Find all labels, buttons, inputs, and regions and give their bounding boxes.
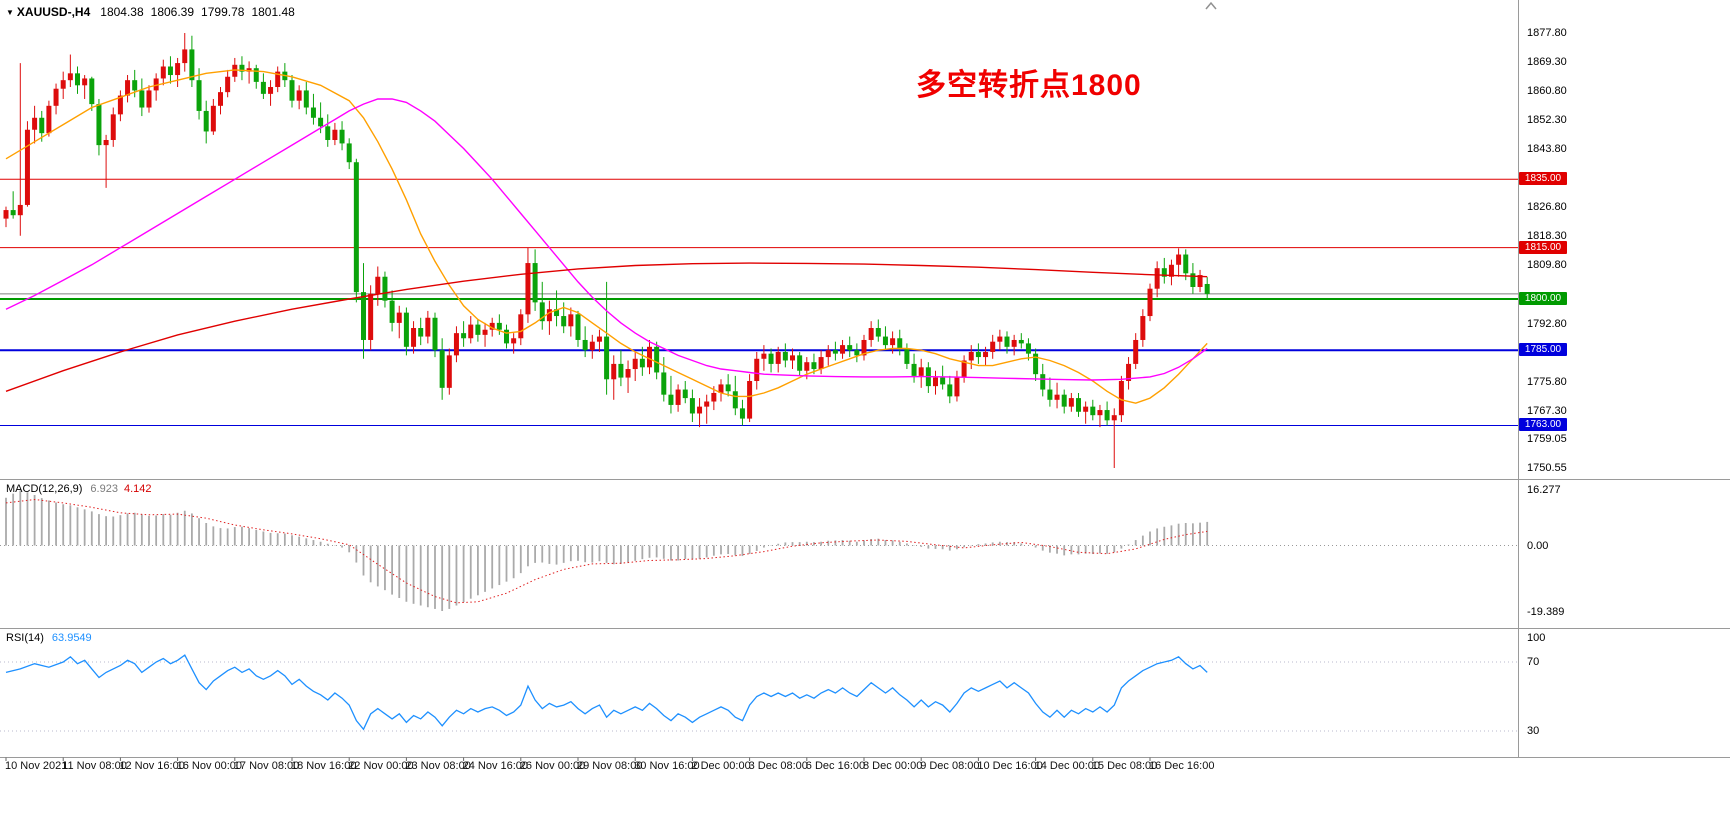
- symbol-timeframe-label: XAUUSD-,H4: [16, 5, 91, 19]
- price-tick-label: 1877.80: [1527, 27, 1567, 39]
- time-tick-label: 22 Nov 00:00: [348, 760, 414, 772]
- price-tick-label: 1759.05: [1527, 432, 1567, 445]
- hline-price-badge: 1763.00: [1519, 418, 1567, 432]
- price-tick-label: 1809.80: [1527, 259, 1567, 272]
- time-tick-label: 8 Dec 00:00: [863, 760, 923, 772]
- rsi-scale-30: 30: [1527, 725, 1540, 737]
- time-tick-label: 14 Dec 00:00: [1034, 760, 1101, 772]
- horizontal-lines-layer: [0, 178, 1518, 426]
- annotation-text: 多空转折点1800: [916, 69, 1142, 102]
- chart-title: ▼ XAUUSD-,H4 1804.38 1806.39 1799.78 1801.48: [6, 5, 302, 19]
- price-tick-label: 1775.80: [1527, 375, 1567, 388]
- time-axis[interactable]: 10 Nov 2021 11 Nov 08:00 12 Nov 16:00 16 No…: [0, 760, 1730, 778]
- time-tick-label: 10 Dec 16:00: [977, 760, 1043, 772]
- time-tick-label: 18 Nov 16:00: [291, 760, 357, 772]
- price-tick-label: 1792.80: [1527, 317, 1567, 330]
- panel-separators: [0, 0, 1730, 758]
- candles-layer: [3, 33, 1210, 468]
- hline-price-badge: 1815.00: [1519, 240, 1567, 254]
- price-tick-label: 1843.80: [1527, 143, 1567, 156]
- price-tick-label: 1826.80: [1527, 201, 1567, 214]
- price-tick-label: 1750.55: [1527, 462, 1567, 474]
- time-ticks: [5, 757, 1151, 761]
- macd-layer: [0, 490, 1518, 611]
- rsi-line: [5, 654, 1208, 731]
- chart-shift-icon[interactable]: [1205, 1, 1217, 10]
- slow-ma-line: [5, 262, 1208, 392]
- time-tick-label: 17 Nov 08:00: [233, 760, 300, 772]
- time-tick-label: 12 Nov 16:00: [119, 760, 185, 772]
- macd-signal-value: 4.142: [123, 483, 152, 495]
- time-tick-label: 10 Nov 2021: [5, 760, 68, 772]
- time-tick-label: 29 Nov 08:00: [577, 760, 643, 772]
- rsi-header: RSI(14) 63.9549: [6, 632, 92, 644]
- macd-header: MACD(12,26,9) 6.923 4.142: [6, 483, 151, 495]
- time-tick-label: 9 Dec 08:00: [920, 760, 980, 772]
- symbol-marker-icon[interactable]: ▼: [6, 8, 14, 18]
- time-tick-label: 30 Nov 16:00: [634, 760, 700, 772]
- price-tick-label: 1767.30: [1527, 404, 1567, 417]
- ohlc-close: 1801.48: [251, 5, 295, 19]
- time-tick-label: 16 Nov 00:00: [176, 760, 243, 772]
- price-tick-label: 1869.30: [1527, 56, 1567, 69]
- time-tick-label: 16 Dec 16:00: [1149, 760, 1215, 772]
- time-tick-label: 3 Dec 08:00: [748, 760, 808, 772]
- time-tick-label: 23 Nov 08:00: [405, 760, 471, 772]
- macd-scale-min: -19.389: [1527, 605, 1565, 618]
- time-tick-label: 15 Dec 08:00: [1091, 760, 1158, 772]
- mid-ma-line: [5, 98, 1208, 381]
- ohlc-low: 1799.78: [201, 5, 245, 19]
- hline-price-badge: 1785.00: [1519, 343, 1567, 357]
- hline-price-badge: 1835.00: [1519, 172, 1567, 186]
- hline-price-badge: 1800.00: [1519, 291, 1567, 305]
- rsi-scale-100: 100: [1527, 632, 1546, 644]
- macd-scale-max: 16.277: [1527, 483, 1561, 496]
- time-tick-label: 11 Nov 08:00: [62, 760, 127, 772]
- fast-ma-line: [5, 69, 1208, 404]
- price-tick-label: 1852.30: [1527, 114, 1567, 127]
- chart-canvas[interactable]: [0, 0, 1730, 780]
- rsi-value: 63.9549: [51, 632, 92, 644]
- price-tick-label: 1860.80: [1527, 85, 1567, 98]
- time-tick-label: 24 Nov 16:00: [462, 760, 529, 772]
- time-tick-label: 6 Dec 16:00: [805, 760, 866, 772]
- macd-scale-zero: 0.00: [1527, 539, 1549, 552]
- macd-main-value: 6.923: [90, 483, 118, 495]
- time-tick-label: 26 Nov 00:00: [519, 760, 586, 772]
- price-scale[interactable]: 1877.80 1869.30 1860.80 1852.30 1843.80 1826.…: [1518, 0, 1730, 757]
- macd-label: MACD(12,26,9): [6, 483, 83, 495]
- rsi-layer: [0, 654, 1518, 732]
- price-tick-label: 1818.30: [1527, 230, 1567, 243]
- time-tick-label: 2 Dec 00:00: [691, 760, 751, 772]
- ohlc-open: 1804.38: [100, 5, 144, 19]
- rsi-label: RSI(14): [6, 632, 44, 644]
- ohlc-high: 1806.39: [150, 5, 195, 19]
- rsi-scale-70: 70: [1527, 656, 1540, 668]
